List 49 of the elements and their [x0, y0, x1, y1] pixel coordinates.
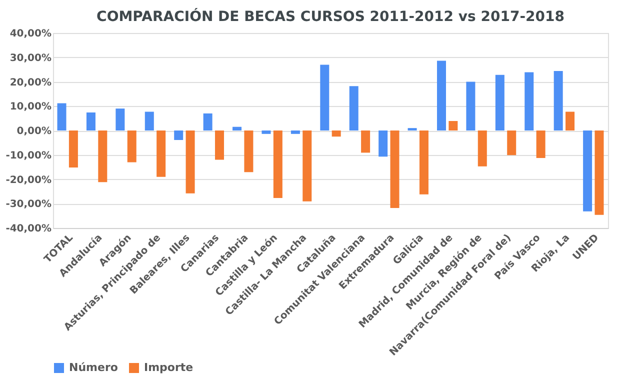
chart-title: COMPARACIÓN DE BECAS CURSOS 2011-2012 vs 2017-2018	[96, 8, 564, 25]
bar	[244, 130, 254, 172]
bar	[349, 86, 358, 130]
bar	[68, 130, 78, 168]
y-tick-label: -20,00%	[6, 174, 52, 186]
bar	[86, 112, 96, 130]
bar	[478, 130, 487, 166]
bar	[524, 72, 534, 130]
y-tick-label: 20,00%	[10, 77, 52, 88]
y-tick-label: 10,00%	[10, 102, 52, 113]
bar	[215, 130, 224, 160]
y-tick-label: 0,00%	[16, 126, 52, 137]
bar	[116, 108, 125, 130]
bar	[232, 126, 242, 130]
bar	[448, 120, 458, 130]
bar	[302, 130, 312, 202]
bar	[332, 130, 341, 137]
bar	[262, 130, 271, 134]
y-tick-label: -30,00%	[6, 199, 52, 210]
bar	[98, 130, 108, 182]
bar	[583, 130, 592, 212]
bar	[273, 130, 282, 198]
bar	[144, 112, 154, 130]
y-tick-label: -10,00%	[6, 150, 52, 162]
bar	[57, 103, 66, 130]
bar	[507, 130, 516, 156]
bar	[320, 64, 330, 130]
legend-label: Importe	[144, 361, 194, 374]
bar	[554, 71, 563, 130]
bar	[378, 130, 388, 157]
legend-label: Número	[69, 361, 118, 374]
bar	[174, 130, 184, 140]
bar	[466, 82, 476, 130]
y-tick-label: -40,00%	[6, 224, 52, 234]
bar	[495, 74, 504, 130]
y-tick-label: 40,00%	[10, 28, 52, 40]
bar	[566, 112, 575, 130]
bar	[361, 130, 370, 153]
bar	[127, 130, 136, 162]
bar	[390, 130, 400, 208]
bar	[594, 130, 604, 215]
bar	[536, 130, 546, 158]
bar	[186, 130, 195, 194]
y-tick-label: 30,00%	[10, 52, 52, 64]
bar	[156, 130, 166, 177]
bar	[419, 130, 428, 194]
bar	[203, 113, 212, 130]
bar	[437, 60, 446, 130]
bar	[290, 130, 300, 134]
